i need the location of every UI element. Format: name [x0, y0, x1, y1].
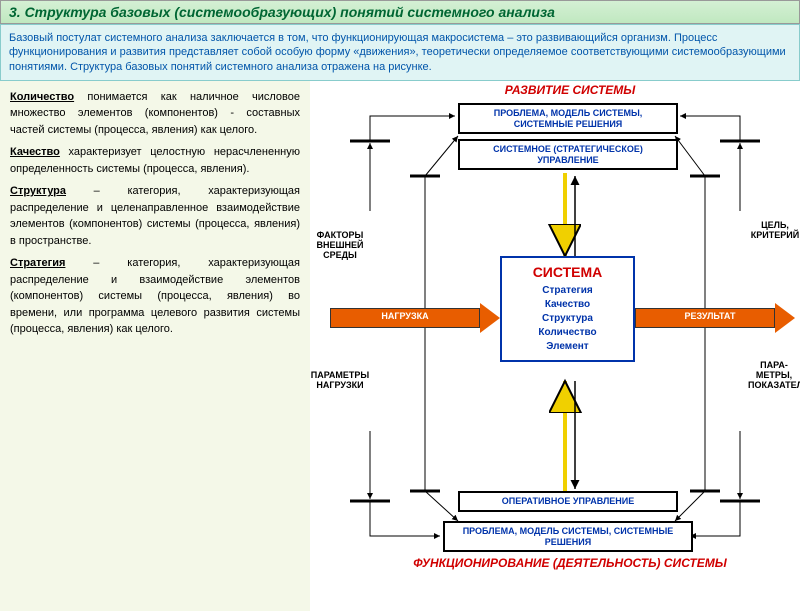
node-top1: ПРОБЛЕМА, МОДЕЛЬ СИСТЕМЫ, СИСТЕМНЫЕ РЕШЕ…: [458, 103, 678, 135]
postulate-box: Базовый постулат системного анализа закл…: [0, 24, 800, 81]
def-strategy: Стратегия – категория, характеризующая р…: [10, 255, 300, 338]
node-bottom1: ОПЕРАТИВНОЕ УПРАВЛЕНИЕ: [458, 491, 678, 512]
arrow-load-text: НАГРУЗКА: [360, 311, 450, 321]
label-load-params: ПАРАМЕТРЫ НАГРУЗКИ: [305, 371, 375, 391]
system-title: СИСТЕМА: [508, 264, 627, 280]
bottom-red-label: ФУНКЦИОНИРОВАНИЕ (ДЕЯТЕЛЬНОСТЬ) СИСТЕМЫ: [400, 556, 740, 570]
node-top2: СИСТЕМНОЕ (СТРАТЕГИЧЕСКОЕ) УПРАВЛЕНИЕ: [458, 139, 678, 171]
sys-item-3: Количество: [508, 326, 627, 340]
system-box: СИСТЕМА Стратегия Качество Структура Кол…: [500, 256, 635, 362]
sys-item-1: Качество: [508, 298, 627, 312]
sys-item-0: Стратегия: [508, 284, 627, 298]
page-title: 3. Структура базовых (системообразующих)…: [0, 0, 800, 24]
postulate-text: Базовый постулат системного анализа закл…: [9, 32, 786, 73]
main-content: Количество понимается как наличное число…: [0, 81, 800, 611]
term-strat: Стратегия: [10, 257, 65, 269]
diagram-area: РАЗВИТИЕ СИСТЕМЫ ПРОБЛЕМА, МОДЕЛЬ СИСТЕМ…: [310, 81, 800, 611]
top-red-label: РАЗВИТИЕ СИСТЕМЫ: [460, 83, 680, 97]
label-params: ПАРА-МЕТРЫ, ПОКАЗАТЕЛИ: [748, 361, 800, 391]
sys-item-4: Элемент: [508, 340, 627, 354]
arrow-result: РЕЗУЛЬТАТ: [635, 303, 795, 333]
term-qty: Количество: [10, 91, 74, 103]
def-quality: Качество характеризует целостную нерасчл…: [10, 144, 300, 177]
arrow-result-text: РЕЗУЛЬТАТ: [665, 311, 755, 321]
label-factors: ФАКТОРЫ ВНЕШНЕЙ СРЕДЫ: [310, 231, 370, 261]
def-quantity: Количество понимается как наличное число…: [10, 89, 300, 139]
term-struct: Структура: [10, 185, 66, 197]
definitions-column: Количество понимается как наличное число…: [0, 81, 310, 611]
node-bottom2: ПРОБЛЕМА, МОДЕЛЬ СИСТЕМЫ, СИСТЕМНЫЕ РЕШЕ…: [443, 521, 693, 553]
arrow-load: НАГРУЗКА: [330, 303, 500, 333]
label-goal: ЦЕЛЬ, КРИТЕРИЙ: [750, 221, 800, 241]
term-qual: Качество: [10, 146, 60, 158]
sys-item-2: Структура: [508, 312, 627, 326]
title-text: 3. Структура базовых (системообразующих)…: [9, 4, 555, 20]
def-structure: Структура – категория, характеризующая р…: [10, 183, 300, 249]
